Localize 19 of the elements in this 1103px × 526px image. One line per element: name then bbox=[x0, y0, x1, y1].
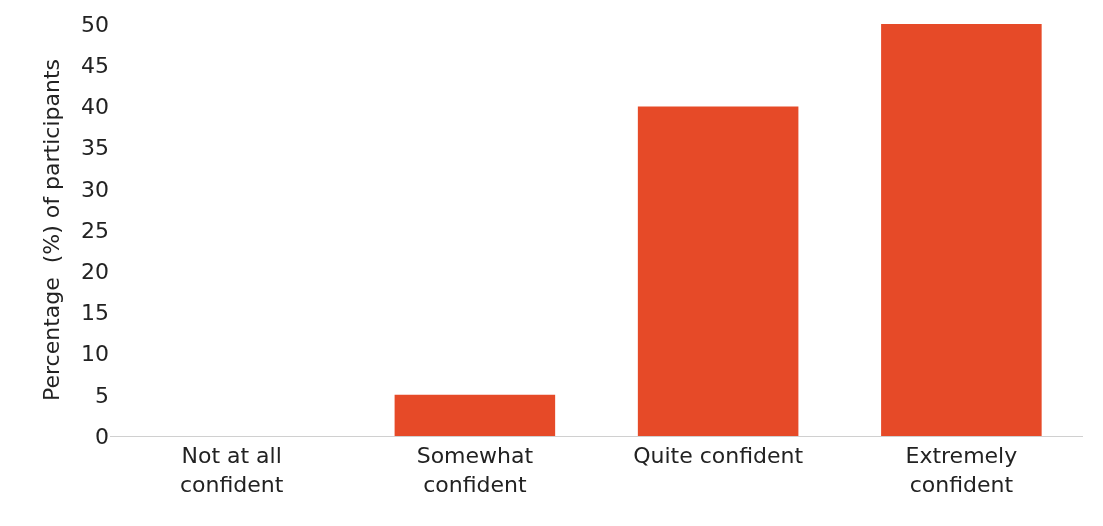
y-tick-label: 35 bbox=[81, 135, 109, 161]
x-tick-label: Extremely confident bbox=[905, 443, 1018, 497]
y-tick-label: 45 bbox=[81, 52, 109, 78]
y-tick-label: 0 bbox=[95, 423, 109, 449]
x-tick-label: Not at all confident bbox=[179, 443, 284, 497]
x-tick-label: Somewhat confident bbox=[416, 443, 534, 497]
y-tick-label: 25 bbox=[81, 217, 109, 243]
y-tick-label: 50 bbox=[81, 11, 109, 37]
y-tick-label: 10 bbox=[81, 341, 109, 367]
bar bbox=[394, 394, 556, 436]
y-tick-label: 30 bbox=[81, 176, 109, 202]
y-tick-label: 5 bbox=[95, 382, 109, 408]
y-axis-title: Percentage (%) of participants bbox=[38, 59, 64, 401]
bar bbox=[637, 106, 799, 436]
x-tick-label: Quite confident bbox=[633, 443, 804, 469]
y-tick-label: 40 bbox=[81, 94, 109, 120]
bar bbox=[881, 24, 1042, 436]
y-tick-label: 15 bbox=[81, 300, 109, 326]
y-tick-label: 20 bbox=[81, 258, 109, 284]
